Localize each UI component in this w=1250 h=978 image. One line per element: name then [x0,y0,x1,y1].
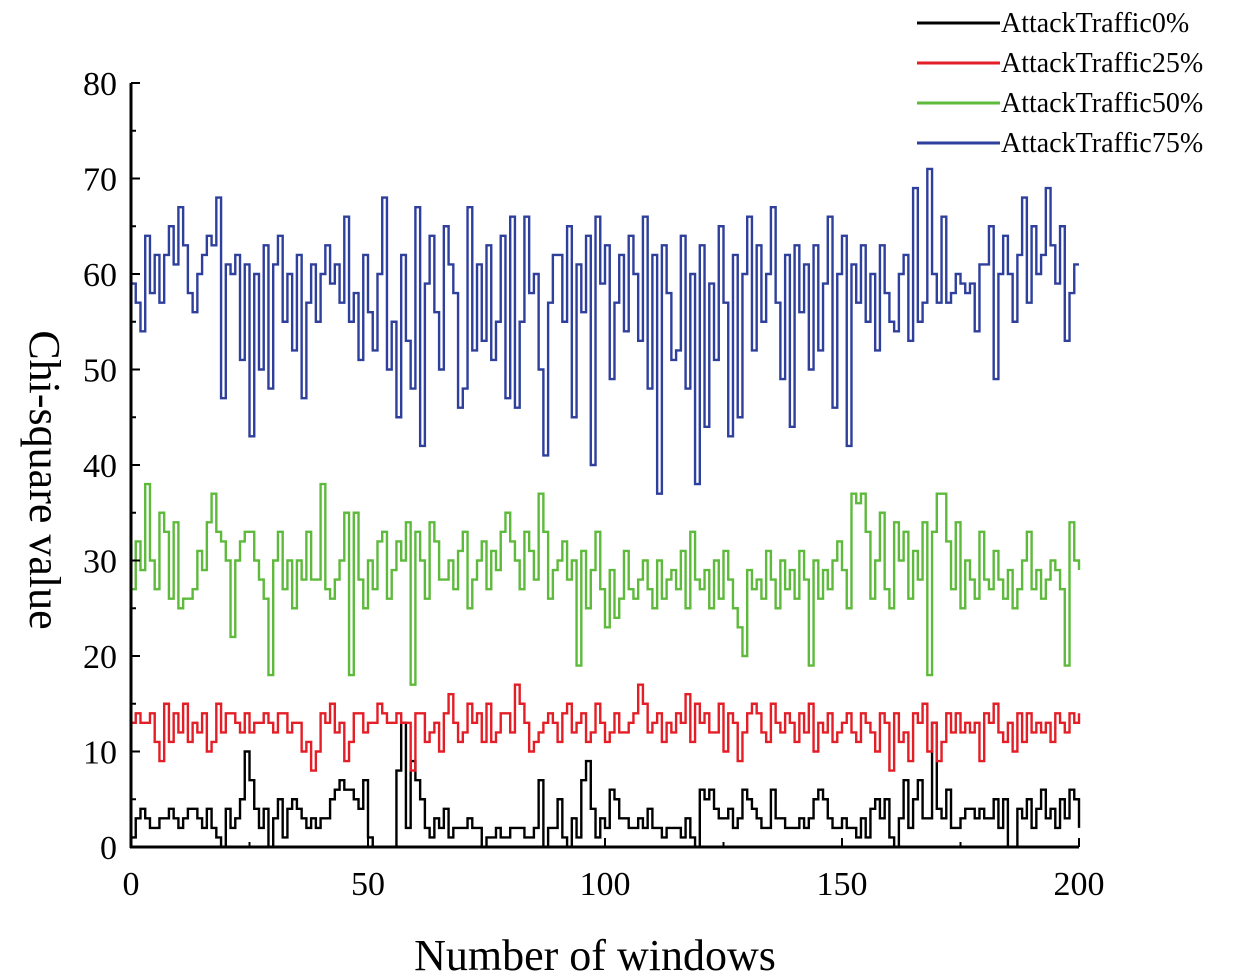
y-tick-label: 70 [83,162,117,199]
y-axis-title: Chi-square value [20,330,69,629]
y-tick-label: 20 [83,639,117,676]
y-tick-label: 50 [83,353,117,390]
y-tick-label: 0 [100,830,117,867]
y-tick-label: 80 [83,66,117,103]
y-tick-label: 40 [83,448,117,485]
series-line-1 [131,683,1081,772]
legend-label-1: AttackTraffic25% [1001,48,1203,79]
y-tick-label: 30 [83,544,117,581]
series-line-2 [131,482,1081,686]
x-tick-label: 50 [351,866,385,903]
legend-label-3: AttackTraffic75% [1001,128,1203,159]
series-line-0 [131,721,1081,849]
x-tick-label: 0 [123,866,140,903]
tick-labels: 0 10 20 30 40 50 60 70 80 0 50 100 150 200 [83,66,1105,903]
x-tick-label: 100 [580,866,631,903]
y-tick-label: 60 [83,257,117,294]
legend-label-0: AttackTraffic0% [1001,8,1189,39]
legend-label-2: AttackTraffic50% [1001,88,1203,119]
y-tick-label: 10 [83,735,117,772]
x-tick-label: 200 [1054,866,1105,903]
x-axis-title: Number of windows [414,931,776,978]
x-tick-label: 150 [817,866,868,903]
series-line-3 [131,167,1079,495]
plot-area [131,167,1081,849]
legend: AttackTraffic0% AttackTraffic25% AttackTra… [917,8,1203,159]
axes [129,82,1080,849]
